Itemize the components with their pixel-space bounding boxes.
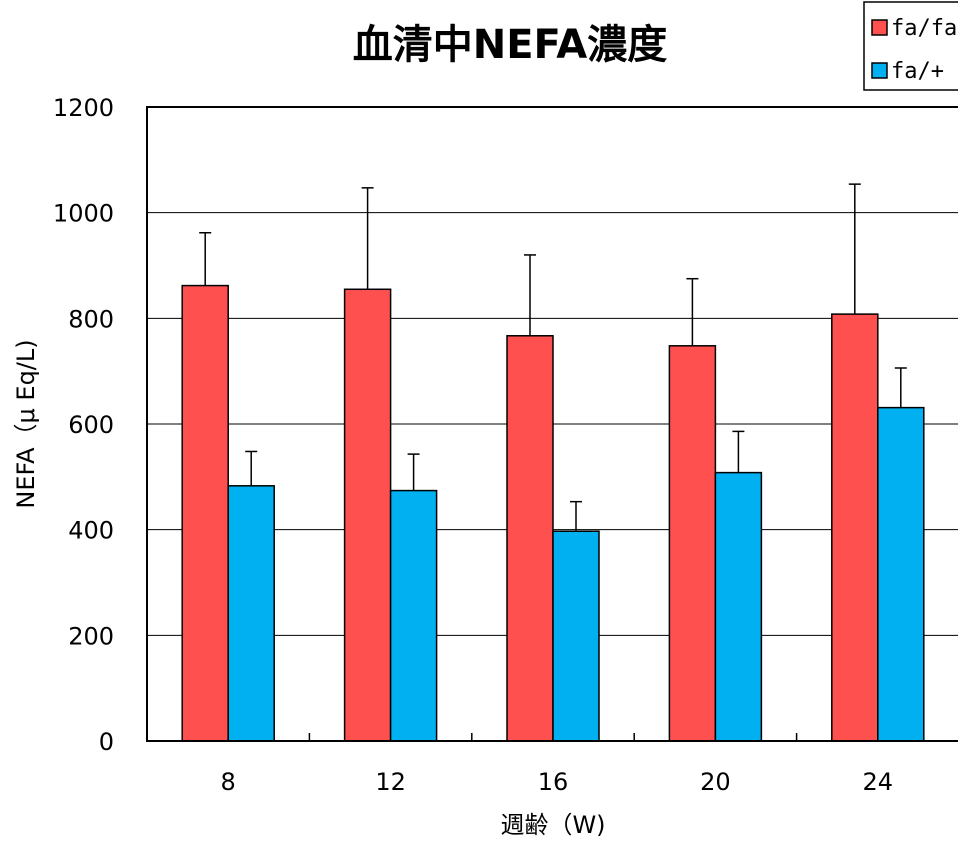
- bars: [181, 183, 925, 742]
- plot-area-border: [146, 106, 958, 742]
- y-tick-label: 400: [68, 517, 114, 545]
- legend-swatch-fa-fa: [871, 19, 888, 36]
- x-tick-label: 16: [538, 768, 569, 796]
- bar-fa---8: [227, 485, 275, 742]
- y-axis-label: NEFA（μ Eq/L): [12, 339, 40, 508]
- chart-title: 血清中NEFA濃度: [353, 22, 668, 68]
- y-tick-labels: 0 200 400 600 800 1000 1200: [53, 94, 114, 756]
- y-tick-label: 0: [99, 728, 114, 756]
- legend: fa/fa fa/+: [863, 1, 958, 91]
- bar-fa-fa-20: [668, 345, 717, 742]
- bar-fa---24: [877, 406, 925, 742]
- x-tick-label: 12: [375, 768, 406, 796]
- bar-fa-fa-16: [506, 335, 554, 742]
- y-tick-label: 800: [68, 305, 114, 333]
- x-tick-labels: 8 12 16 20 24: [221, 733, 894, 796]
- y-tick-label: 1000: [53, 200, 114, 228]
- y-tick-label: 1200: [53, 94, 114, 122]
- y-tick-label: 600: [68, 411, 114, 439]
- x-axis-label: 週齢（W): [500, 811, 605, 839]
- legend-label-fa-plus: fa/+: [891, 59, 944, 84]
- x-tick-label: 8: [221, 768, 236, 796]
- bar-fa-fa-24: [831, 313, 879, 742]
- x-tick-label: 24: [863, 768, 894, 796]
- bar-fa---16: [552, 530, 600, 742]
- bar-fa---12: [389, 489, 438, 742]
- legend-swatch-fa-plus: [871, 62, 888, 79]
- y-tick-label: 200: [68, 622, 114, 650]
- bar-fa-fa-8: [181, 284, 229, 742]
- bar-fa-fa-12: [343, 288, 392, 742]
- legend-label-fa-fa: fa/fa: [891, 16, 957, 41]
- bar-fa---20: [714, 471, 763, 742]
- x-tick-label: 20: [700, 768, 731, 796]
